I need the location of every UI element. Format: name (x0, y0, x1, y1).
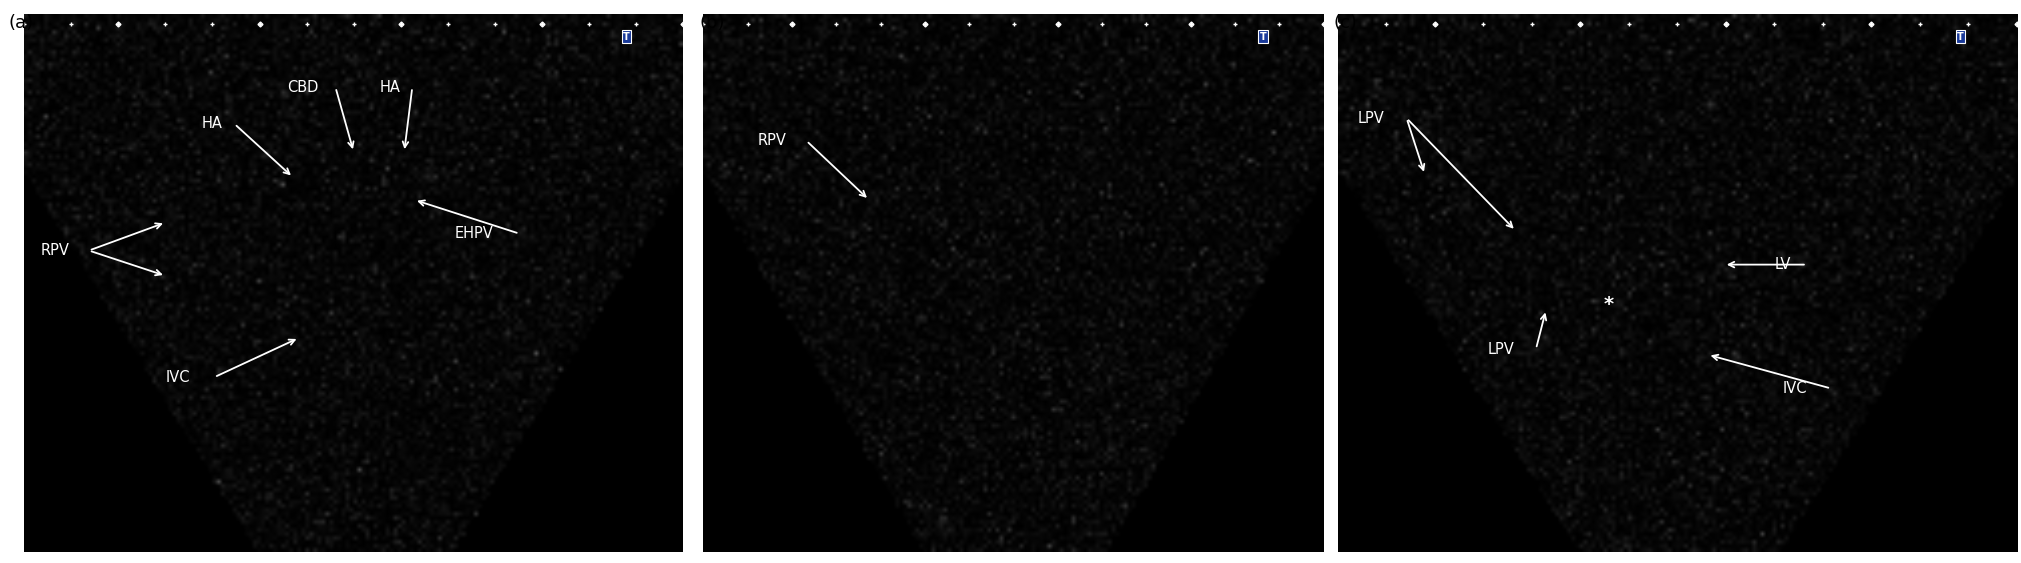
Text: *: * (1603, 294, 1615, 314)
Text: IVC: IVC (166, 370, 190, 385)
Text: (c): (c) (1334, 14, 1358, 32)
Bar (24, 14, 683, 552)
Text: T: T (1956, 32, 1964, 42)
Bar (1338, 14, 2017, 552)
Text: IVC: IVC (1783, 381, 1807, 396)
Text: (a): (a) (8, 14, 32, 32)
Text: HA: HA (202, 117, 222, 131)
Text: RPV: RPV (40, 243, 69, 258)
Bar (703, 14, 1324, 552)
Text: T: T (622, 32, 631, 42)
Text: (b): (b) (699, 14, 726, 32)
Text: CBD: CBD (287, 80, 319, 95)
Text: EHPV: EHPV (455, 226, 493, 241)
Text: RPV: RPV (758, 133, 786, 148)
Text: LPV: LPV (1487, 342, 1514, 356)
Text: HA: HA (380, 80, 400, 95)
Text: LV: LV (1774, 257, 1791, 272)
Text: LPV: LPV (1358, 111, 1384, 126)
Text: T: T (1259, 32, 1267, 42)
